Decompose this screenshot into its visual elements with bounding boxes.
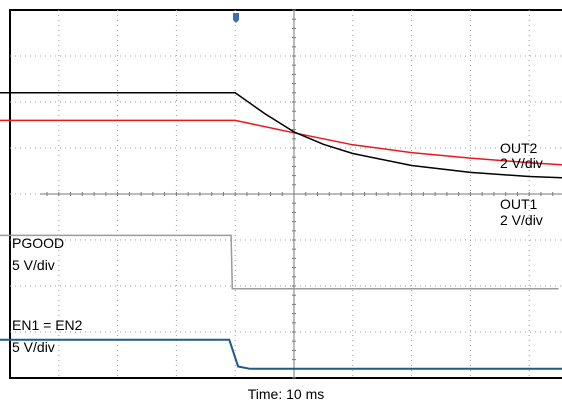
pgood-trace <box>0 234 559 290</box>
pgood-scale: 5 V/div <box>12 257 55 273</box>
out2-scale: 2 V/div <box>500 155 543 171</box>
out1-scale: 2 V/div <box>500 212 543 228</box>
pgood-label: PGOOD <box>12 235 64 251</box>
out2-label: OUT2 <box>500 140 538 156</box>
out1-trace <box>0 92 562 179</box>
en-scale: 5 V/div <box>12 339 55 355</box>
out1-label: OUT1 <box>500 196 538 212</box>
center-axes <box>40 9 562 379</box>
out2-trace <box>0 119 562 166</box>
en-label: EN1 = EN2 <box>12 317 83 333</box>
en-trace <box>0 338 562 370</box>
traces <box>0 92 562 370</box>
x-axis-caption: Time: 10 ms <box>248 386 325 402</box>
trigger-marker-icon <box>233 13 239 23</box>
